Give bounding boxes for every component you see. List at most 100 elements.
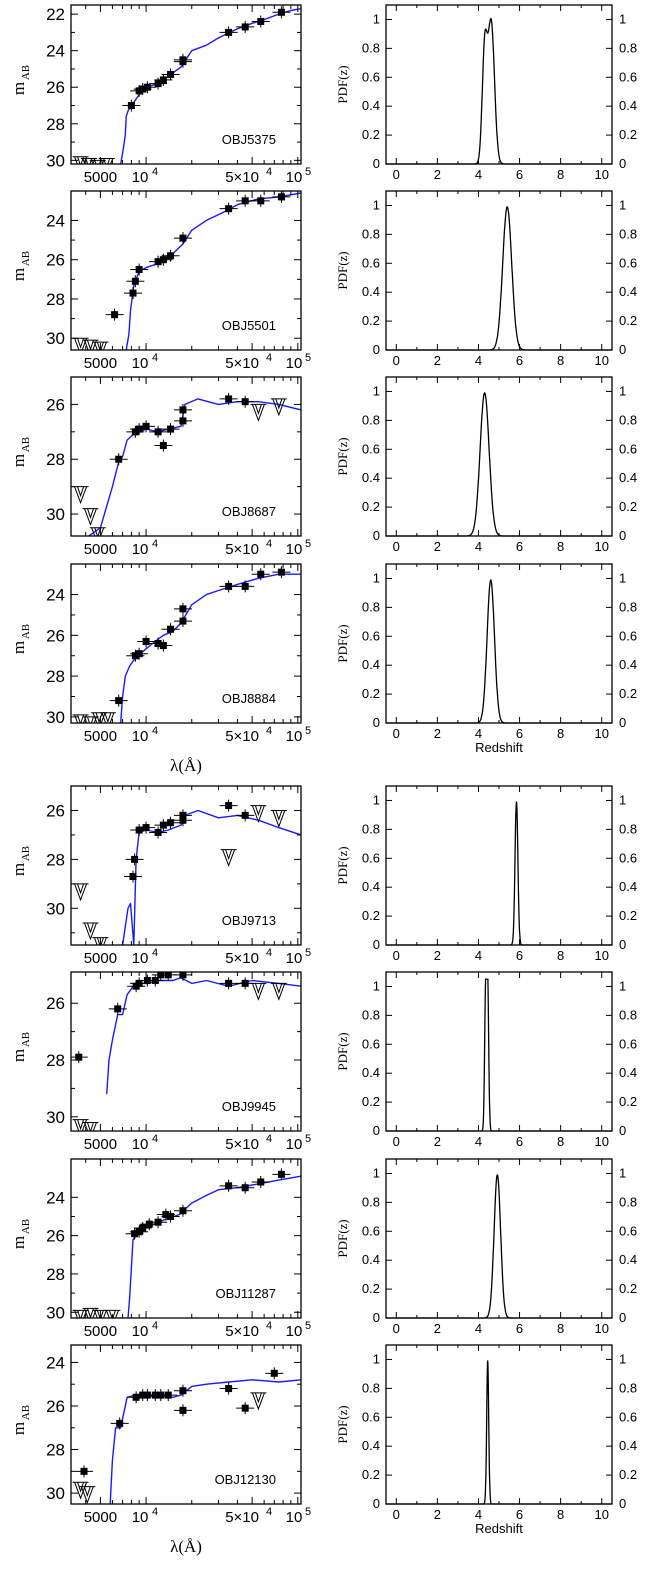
object-label: OBJ9713 xyxy=(222,913,276,928)
y-tick-label: 26 xyxy=(46,395,65,414)
pdf-y-label: PDF(z) xyxy=(335,437,350,475)
data-point xyxy=(151,977,159,985)
pdf-y-tick-label-left: 0.4 xyxy=(362,470,380,485)
pdf-x-tick-label: 8 xyxy=(557,539,564,554)
x-tick-label: 10 xyxy=(132,1509,149,1526)
data-point xyxy=(257,197,265,205)
data-point xyxy=(179,972,187,979)
pdf-y-tick-label-right: 0.4 xyxy=(619,657,637,672)
pdf-curve xyxy=(385,1174,613,1319)
data-point xyxy=(167,819,175,827)
pdf-x-tick-label: 0 xyxy=(393,1134,400,1149)
object-label: OBJ11287 xyxy=(216,1286,276,1301)
data-point xyxy=(142,422,150,430)
pdf-y-tick-label-left: 0.2 xyxy=(362,1094,380,1109)
upper-limit-arrow xyxy=(83,922,97,941)
y-tick-label: 30 xyxy=(46,1303,65,1322)
data-point xyxy=(114,1005,122,1013)
upper-limit-arrow xyxy=(74,486,88,505)
pdf-x-tick-label: 6 xyxy=(516,1507,523,1522)
data-point xyxy=(241,197,249,205)
pdf-y-tick-label-right: 0.4 xyxy=(619,1438,637,1453)
x-tick-label-exp: 5 xyxy=(305,166,311,178)
pdf-y-tick-label-left: 0 xyxy=(373,156,380,171)
pdf-x-tick-label: 8 xyxy=(557,726,564,741)
upper-limit-arrow xyxy=(272,398,286,417)
pdf-x-tick-label: 2 xyxy=(434,539,441,554)
x-tick-label: 10 xyxy=(286,1509,303,1526)
data-point xyxy=(179,406,187,414)
x-tick-label: 10 xyxy=(132,1323,149,1340)
data-point xyxy=(116,1419,124,1427)
upper-limit-arrow xyxy=(83,716,97,723)
x-tick-label-exp: 4 xyxy=(266,947,272,959)
sed-y-label: m xyxy=(9,1422,28,1435)
x-tick-label: 5×10 xyxy=(225,355,259,372)
pdf-y-tick-label-right: 1 xyxy=(619,570,626,585)
object-label: OBJ9945 xyxy=(222,1099,276,1114)
object-label: OBJ5375 xyxy=(222,132,276,147)
pdf-x-tick-label: 0 xyxy=(393,539,400,554)
pdf-x-tick-label: 8 xyxy=(557,948,564,963)
y-tick-label: 28 xyxy=(46,450,65,469)
pdf-x-tick-label: 4 xyxy=(475,353,482,368)
pdf-x-tick-label: 0 xyxy=(393,1507,400,1522)
data-point xyxy=(131,652,139,660)
upper-limit-arrow xyxy=(272,810,286,828)
data-point xyxy=(154,258,162,266)
data-point xyxy=(80,1467,88,1475)
data-point xyxy=(154,1218,162,1226)
y-tick-label: 30 xyxy=(46,505,65,524)
data-point xyxy=(139,85,147,93)
sed-frame xyxy=(70,785,302,946)
pdf-y-tick-label-right: 0.8 xyxy=(619,412,637,427)
x-tick-label: 10 xyxy=(286,355,303,372)
x-tick-label: 5×10 xyxy=(225,1323,259,1340)
sed-y-label: m xyxy=(9,641,28,654)
sed-y-label: m xyxy=(9,1236,28,1249)
pdf-y-tick-label-left: 1 xyxy=(373,197,380,212)
pdf-y-tick-label-left: 0.8 xyxy=(362,1007,380,1022)
pdf-y-tick-label-left: 0.2 xyxy=(362,1467,380,1482)
y-tick-label: 28 xyxy=(46,115,65,134)
data-point xyxy=(131,855,139,863)
pdf-x-tick-label: 10 xyxy=(594,167,608,182)
data-point xyxy=(135,266,143,274)
x-tick-label: 5×10 xyxy=(225,728,259,745)
pdf-y-tick-label-right: 0.4 xyxy=(619,470,637,485)
data-point xyxy=(225,1182,233,1190)
pdf-y-tick-label-right: 0.8 xyxy=(619,226,637,241)
x-tick-label: 5000 xyxy=(84,1136,117,1153)
pdf-y-tick-label-left: 0.6 xyxy=(362,69,380,84)
sed-y-label-sub: AB xyxy=(20,846,32,861)
y-tick-label: 28 xyxy=(46,1441,65,1460)
data-point xyxy=(241,811,249,819)
data-point xyxy=(225,979,233,987)
pdf-y-label: PDF(z) xyxy=(335,846,350,884)
x-tick-label-exp: 4 xyxy=(152,352,158,364)
data-point xyxy=(167,252,175,260)
x-tick-label-exp: 5 xyxy=(305,1320,311,1332)
data-point xyxy=(135,425,143,433)
pdf-x-tick-label: 8 xyxy=(557,1134,564,1149)
pdf-frame xyxy=(385,1344,613,1505)
pdf-y-tick-label-left: 0.4 xyxy=(362,284,380,299)
pdf-y-tick-label-left: 0.8 xyxy=(362,412,380,427)
pdf-y-tick-label-right: 1 xyxy=(619,383,626,398)
sed-y-label: m xyxy=(9,1049,28,1062)
pdf-x-tick-label: 0 xyxy=(393,353,400,368)
data-point xyxy=(164,972,172,979)
pdf-x-tick-label: 6 xyxy=(516,539,523,554)
data-point xyxy=(159,256,167,264)
upper-limit-arrow xyxy=(83,340,97,350)
pdf-y-tick-label-right: 0 xyxy=(619,715,626,730)
x-tick-label: 10 xyxy=(286,541,303,558)
pdf-curve xyxy=(385,801,613,946)
pdf-y-tick-label-left: 1 xyxy=(373,792,380,807)
data-point xyxy=(179,605,187,613)
pdf-x-tick-label: 10 xyxy=(594,1321,608,1336)
data-point xyxy=(132,1393,140,1401)
pdf-frame xyxy=(385,785,613,946)
